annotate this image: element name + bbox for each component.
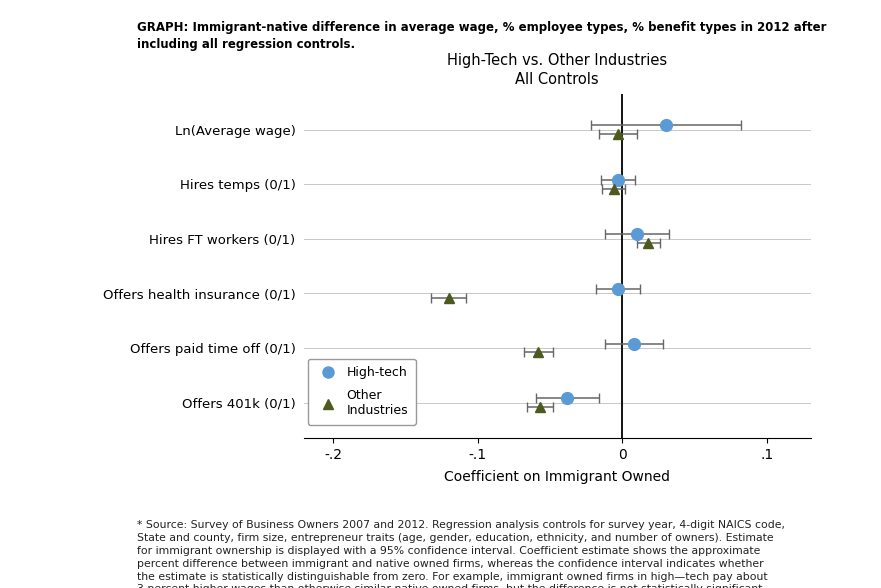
Text: GRAPH: Immigrant-native difference in average wage, % employee types, % benefit : GRAPH: Immigrant-native difference in av… xyxy=(137,21,826,51)
X-axis label: Coefficient on Immigrant Owned: Coefficient on Immigrant Owned xyxy=(444,470,670,484)
Title: High-Tech vs. Other Industries
All Controls: High-Tech vs. Other Industries All Contr… xyxy=(448,52,667,88)
Text: * Source: Survey of Business Owners 2007 and 2012. Regression analysis controls : * Source: Survey of Business Owners 2007… xyxy=(137,520,785,588)
Legend: High-tech, Other
Industries: High-tech, Other Industries xyxy=(307,359,416,425)
